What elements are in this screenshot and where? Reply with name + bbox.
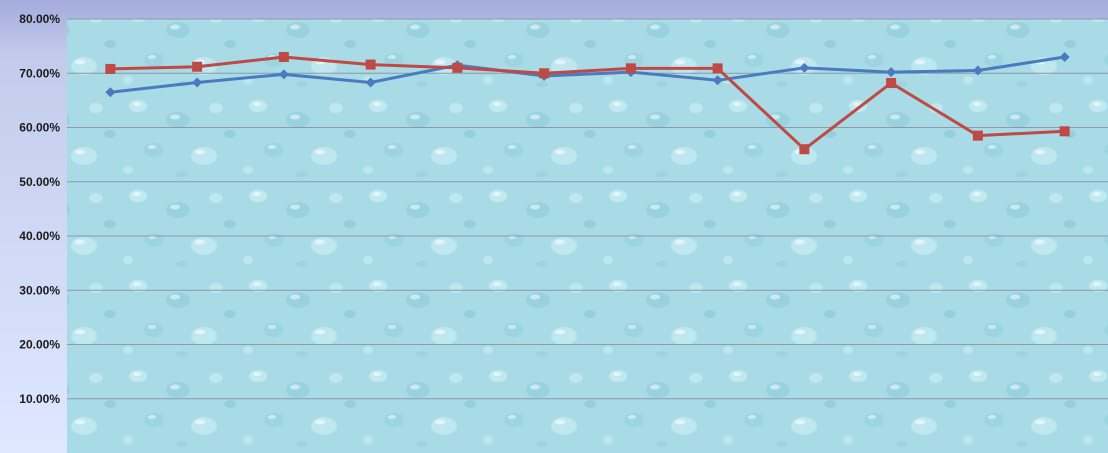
y-tick-label: 80.00% <box>19 12 60 26</box>
series-1-point <box>799 62 810 73</box>
y-tick-label: 40.00% <box>19 229 60 243</box>
series-2-point <box>452 62 463 73</box>
series-2-point <box>799 144 810 155</box>
series-1-point <box>105 87 116 98</box>
series-2-point <box>192 61 203 72</box>
y-tick-label: 70.00% <box>19 66 60 80</box>
series-1-point <box>192 77 203 88</box>
y-tick-label: 10.00% <box>19 392 60 406</box>
series-2-point <box>1059 126 1070 137</box>
series-lines <box>110 55 1065 151</box>
series-1-point <box>365 77 376 88</box>
y-axis-tick-labels: 10.00% 20.00% 30.00% 40.00% 50.00% 60.00% 70.0… <box>19 12 60 406</box>
series-markers <box>105 51 1070 155</box>
y-tick-label: 30.00% <box>19 283 60 297</box>
series-2-point <box>886 78 897 89</box>
series-2-point <box>972 130 983 141</box>
series-2-point <box>278 51 289 62</box>
series-2-point <box>365 59 376 70</box>
series-1-point <box>972 65 983 76</box>
series-1-point <box>278 69 289 80</box>
y-tick-label: 50.00% <box>19 175 60 189</box>
series-2-point <box>105 63 116 74</box>
series-1-point <box>1059 51 1070 62</box>
series-2-line <box>110 55 1065 151</box>
series-1-point <box>886 67 897 78</box>
series-2-point <box>539 68 550 79</box>
y-tick-label: 60.00% <box>19 121 60 135</box>
series-2-point <box>712 63 723 74</box>
y-tick-label: 20.00% <box>19 338 60 352</box>
series-1-line <box>110 55 1065 94</box>
series-1-point <box>712 75 723 86</box>
series-2-point <box>625 63 636 74</box>
